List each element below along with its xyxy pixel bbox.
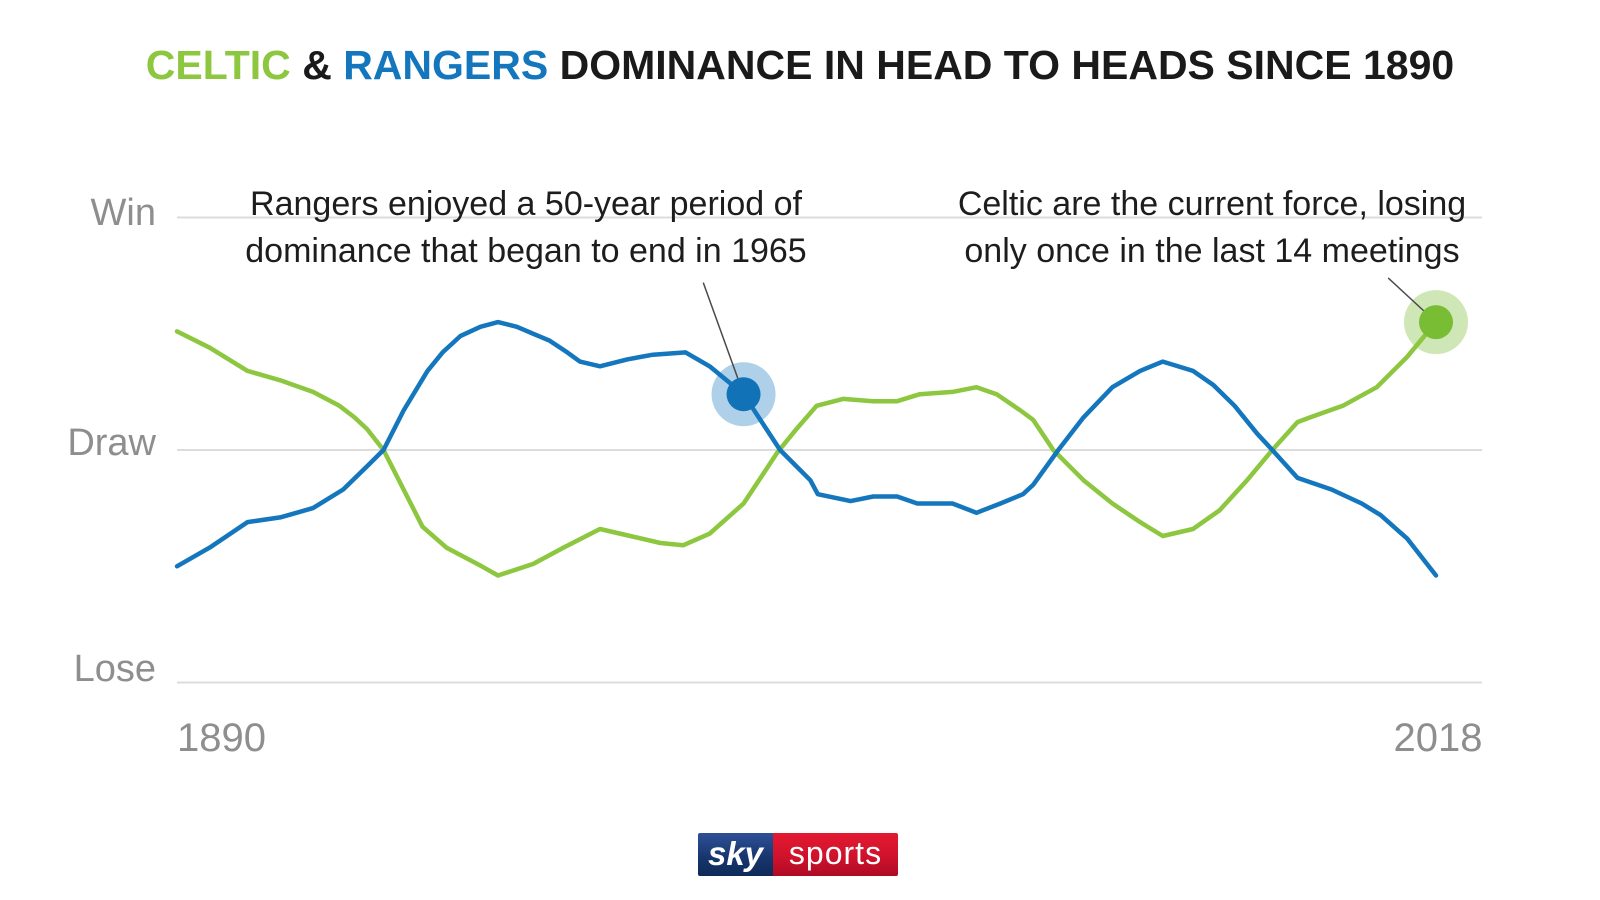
celtic-marker-dot: [1419, 305, 1453, 340]
sports-logo-box: sports: [773, 833, 898, 876]
title-celtic: CELTIC: [145, 42, 291, 88]
sky-sports-logo: sky sports: [698, 833, 898, 876]
rangers-marker-dot: [726, 377, 761, 412]
x-label-2018: 2018: [1393, 716, 1483, 760]
y-label-lose: Lose: [73, 648, 156, 690]
title-ampersand: &: [290, 42, 344, 88]
rangers-line: [174, 319, 1439, 578]
sky-logo-text: sky: [707, 835, 764, 872]
y-label-draw: Draw: [67, 422, 156, 464]
annotation-celtic-form: Celtic are the current force, losing onl…: [912, 181, 1512, 275]
celtic-line: [174, 319, 1439, 578]
chart-title: CELTIC & RANGERS DOMINANCE IN HEAD TO HE…: [0, 42, 1600, 89]
annotation-line: Celtic are the current force, losing: [957, 185, 1467, 223]
title-rest: DOMINANCE IN HEAD TO HEADS SINCE 1890: [548, 42, 1455, 88]
annotation-line: dominance that began to end in 1965: [245, 232, 807, 270]
sky-logo-box: sky: [698, 833, 773, 876]
title-rangers: RANGERS: [343, 42, 549, 88]
sports-logo-text: sports: [788, 835, 883, 871]
annotation-line: only once in the last 14 meetings: [964, 232, 1460, 270]
x-label-1890: 1890: [177, 716, 266, 760]
annotation-rangers-1965: Rangers enjoyed a 50-year period of domi…: [196, 181, 856, 275]
annotation-pointer-line: [702, 282, 745, 395]
y-label-win: Win: [90, 192, 156, 234]
annotation-line: Rangers enjoyed a 50-year period of: [250, 185, 802, 223]
